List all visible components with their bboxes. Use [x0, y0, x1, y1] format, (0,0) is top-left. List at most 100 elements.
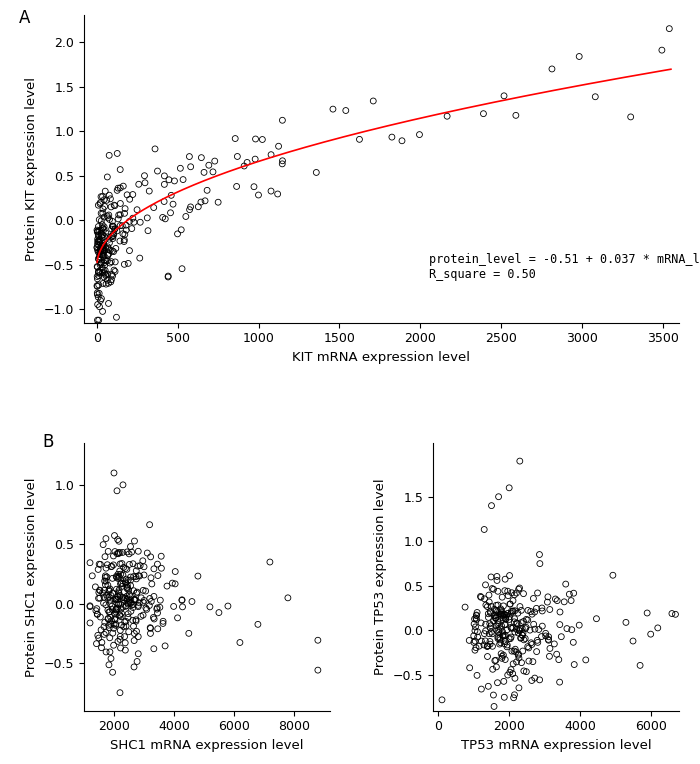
Point — [104, 606, 115, 618]
Point — [92, 199, 104, 212]
Point — [124, 244, 135, 257]
Point — [142, 225, 153, 237]
Point — [120, 202, 131, 215]
Point — [101, 562, 112, 575]
Point — [473, 640, 484, 652]
Text: B: B — [42, 432, 54, 451]
Point — [511, 587, 522, 599]
Point — [109, 199, 120, 212]
Point — [492, 614, 503, 626]
Point — [502, 669, 513, 681]
Point — [133, 545, 144, 558]
Point — [526, 636, 537, 649]
Point — [109, 593, 120, 605]
Point — [141, 547, 153, 559]
Y-axis label: Protein TP53 expression level: Protein TP53 expression level — [374, 478, 387, 675]
Point — [471, 610, 482, 622]
Point — [108, 228, 119, 240]
Point — [501, 609, 512, 621]
Point — [472, 626, 483, 638]
Point — [118, 479, 129, 491]
Point — [85, 600, 96, 612]
Point — [101, 646, 112, 658]
Point — [112, 594, 123, 606]
Point — [126, 546, 137, 558]
Point — [176, 594, 188, 607]
Point — [115, 578, 126, 590]
Point — [213, 196, 224, 209]
Point — [491, 624, 503, 636]
Point — [92, 319, 103, 331]
Point — [505, 621, 517, 633]
Point — [209, 155, 220, 167]
Point — [545, 643, 556, 655]
Point — [486, 626, 497, 638]
Point — [97, 261, 108, 274]
Point — [94, 267, 106, 279]
Point — [241, 157, 253, 169]
Point — [526, 675, 538, 687]
Point — [131, 573, 142, 585]
Point — [99, 591, 110, 604]
Point — [97, 248, 108, 261]
Point — [484, 589, 495, 601]
Point — [492, 585, 503, 597]
Point — [498, 691, 510, 704]
Point — [502, 639, 513, 651]
Point — [131, 565, 142, 577]
Point — [508, 622, 519, 634]
Point — [104, 243, 115, 255]
Point — [97, 231, 108, 244]
Point — [106, 560, 118, 572]
Point — [122, 593, 133, 605]
Point — [129, 634, 140, 646]
Point — [109, 529, 120, 542]
Point — [514, 582, 525, 594]
Point — [113, 598, 125, 610]
Point — [113, 571, 125, 584]
Point — [483, 680, 494, 692]
Point — [99, 223, 110, 235]
Point — [468, 630, 480, 642]
Point — [175, 162, 186, 174]
Point — [94, 234, 106, 246]
Point — [504, 598, 515, 610]
Point — [112, 602, 123, 614]
Point — [113, 182, 124, 194]
Point — [111, 225, 122, 237]
Point — [176, 594, 188, 606]
Point — [99, 571, 111, 584]
Point — [105, 589, 116, 601]
Point — [193, 201, 204, 213]
Point — [486, 628, 498, 640]
Point — [97, 239, 108, 251]
Point — [109, 607, 120, 620]
Point — [157, 212, 168, 224]
Point — [91, 603, 102, 615]
Point — [502, 585, 513, 597]
Point — [494, 638, 505, 650]
Point — [96, 248, 107, 261]
Point — [250, 153, 261, 165]
Point — [493, 490, 504, 503]
Point — [104, 149, 115, 161]
Point — [478, 639, 489, 651]
Point — [529, 606, 540, 618]
Point — [96, 642, 107, 654]
Point — [664, 22, 675, 34]
Point — [122, 611, 134, 623]
Point — [252, 618, 263, 630]
Point — [108, 618, 120, 630]
Point — [115, 197, 126, 209]
Point — [495, 636, 506, 649]
Point — [484, 605, 496, 617]
Point — [442, 110, 453, 122]
Point — [634, 659, 645, 672]
Point — [111, 571, 122, 583]
Point — [92, 229, 104, 241]
Point — [152, 607, 163, 619]
Point — [552, 594, 563, 607]
Point — [115, 163, 126, 176]
Point — [510, 646, 522, 658]
Point — [148, 611, 159, 623]
